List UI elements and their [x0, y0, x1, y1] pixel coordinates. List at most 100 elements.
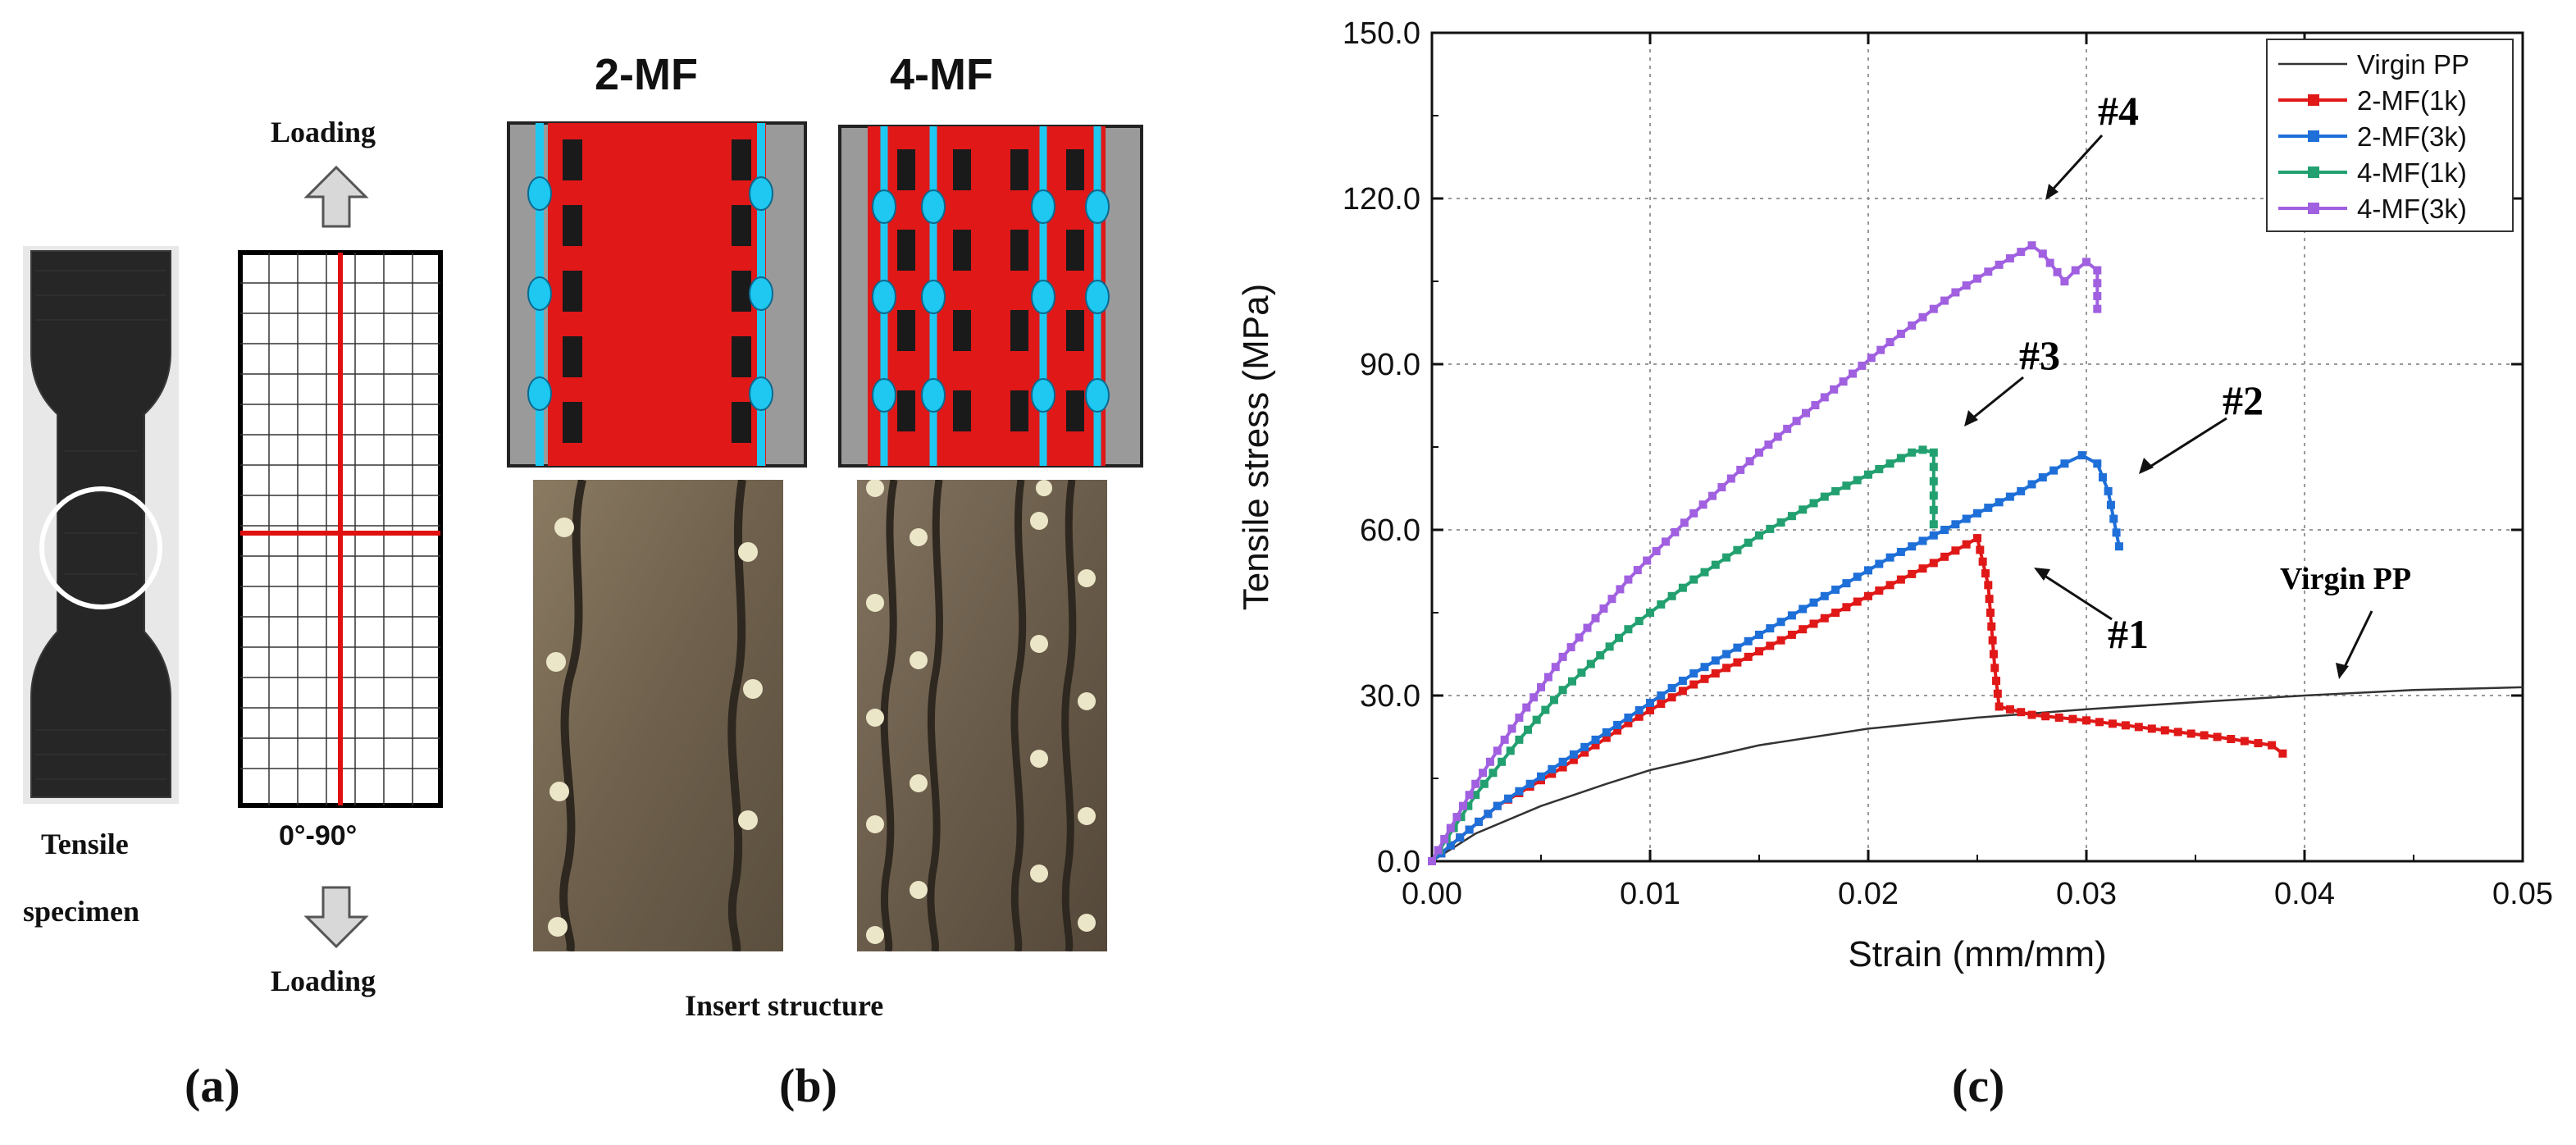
data-point	[1989, 650, 1998, 659]
data-point	[1853, 597, 1862, 606]
data-point	[1776, 636, 1785, 645]
data-point	[1988, 636, 1997, 645]
data-point	[2093, 279, 2102, 288]
highlight-circle	[39, 486, 162, 609]
data-point	[2147, 724, 2156, 733]
data-point	[1479, 779, 1489, 788]
data-point	[1995, 498, 2004, 507]
x-tick-label: 0.03	[2056, 877, 2117, 911]
data-point	[1446, 823, 1455, 833]
data-point	[1853, 476, 1862, 485]
data-point	[1839, 377, 1848, 386]
data-point	[1635, 705, 1644, 714]
annotation-2: #2	[2223, 377, 2264, 423]
data-point	[1995, 702, 2004, 711]
data-point	[1506, 746, 1515, 755]
data-point	[1515, 735, 1524, 744]
data-point	[1820, 492, 1829, 501]
data-point	[1657, 600, 1666, 609]
data-point	[1484, 810, 1493, 819]
data-point	[1504, 794, 1513, 803]
data-point	[1864, 470, 1872, 479]
data-point	[1783, 424, 1792, 433]
y-tick-label: 120.0	[1343, 182, 1420, 217]
data-point	[2093, 266, 2102, 275]
data-point	[1776, 618, 1785, 627]
data-point	[1711, 656, 1720, 665]
data-point	[1984, 267, 1993, 276]
data-point	[1575, 633, 1584, 642]
annotation-2-arrow	[2148, 417, 2227, 469]
data-point	[1475, 817, 1483, 826]
data-point	[1962, 514, 1971, 523]
data-point	[1787, 611, 1796, 620]
arrow-down-icon	[303, 886, 369, 949]
data-point	[1591, 735, 1600, 744]
data-point	[1929, 531, 1938, 540]
data-point	[1689, 680, 1698, 689]
data-point	[1646, 609, 1654, 617]
data-point	[2005, 492, 2014, 501]
data-point	[1853, 572, 1862, 582]
data-point	[1885, 581, 1894, 590]
data-point	[2027, 480, 2036, 489]
data-point	[1580, 742, 1589, 751]
data-point	[2082, 716, 2090, 725]
caption-b: (b)	[779, 1059, 837, 1112]
data-point	[1602, 728, 1611, 737]
data-point	[1711, 669, 1720, 678]
data-point	[2109, 514, 2118, 523]
data-point	[1607, 595, 1616, 604]
legend-label: Virgin PP	[2357, 49, 2469, 80]
data-point	[1992, 677, 2001, 686]
data-point	[1918, 564, 1927, 573]
data-point	[2114, 542, 2123, 551]
data-point	[1929, 559, 1938, 568]
data-point	[1745, 457, 1754, 466]
data-point	[1459, 801, 1467, 810]
data-point	[1951, 520, 1960, 529]
data-point	[2068, 714, 2077, 723]
data-point	[1599, 604, 1608, 613]
data-point	[1722, 650, 1731, 659]
data-point	[2077, 451, 2086, 460]
annotation-virgin-arrowhead	[2336, 663, 2349, 679]
data-point	[1733, 658, 1742, 667]
annotation-1: #1	[2108, 611, 2149, 657]
data-point	[1896, 575, 1905, 584]
data-point	[1755, 448, 1763, 457]
data-point	[1820, 591, 1829, 600]
data-point	[1802, 408, 1810, 417]
y-tick-label: 150.0	[1343, 16, 1420, 51]
data-point	[1678, 677, 1687, 686]
legend-marker	[2308, 167, 2319, 178]
data-point	[1849, 369, 1857, 378]
series-line-2	[1430, 454, 2121, 863]
annotation-1-arrow	[2041, 572, 2113, 621]
y-axis-title: Tensile stress (MPa)	[1236, 284, 1276, 611]
data-point	[1792, 417, 1801, 426]
data-point	[2254, 739, 2263, 748]
data-point	[1908, 569, 1917, 578]
orientation-label: 0°-90°	[279, 820, 358, 851]
legend-label: 4-MF(3k)	[2357, 194, 2467, 224]
data-point	[1479, 769, 1488, 778]
data-point	[1530, 693, 1539, 702]
data-point	[1766, 624, 1775, 633]
data-point	[1549, 696, 1558, 705]
data-point	[1558, 652, 1567, 661]
data-point	[1764, 440, 1773, 449]
data-point	[1635, 617, 1644, 626]
data-point	[1525, 779, 1534, 788]
data-point	[1962, 281, 1971, 290]
data-point	[1929, 505, 1938, 514]
data-point	[1918, 312, 1927, 322]
data-point	[1820, 614, 1829, 623]
data-point	[1624, 625, 1633, 634]
data-point	[2027, 241, 2036, 250]
data-point	[1885, 459, 1894, 468]
data-point	[1456, 833, 1465, 842]
data-point	[1489, 769, 1498, 778]
legend-marker	[2308, 130, 2319, 142]
data-point	[1678, 687, 1687, 696]
